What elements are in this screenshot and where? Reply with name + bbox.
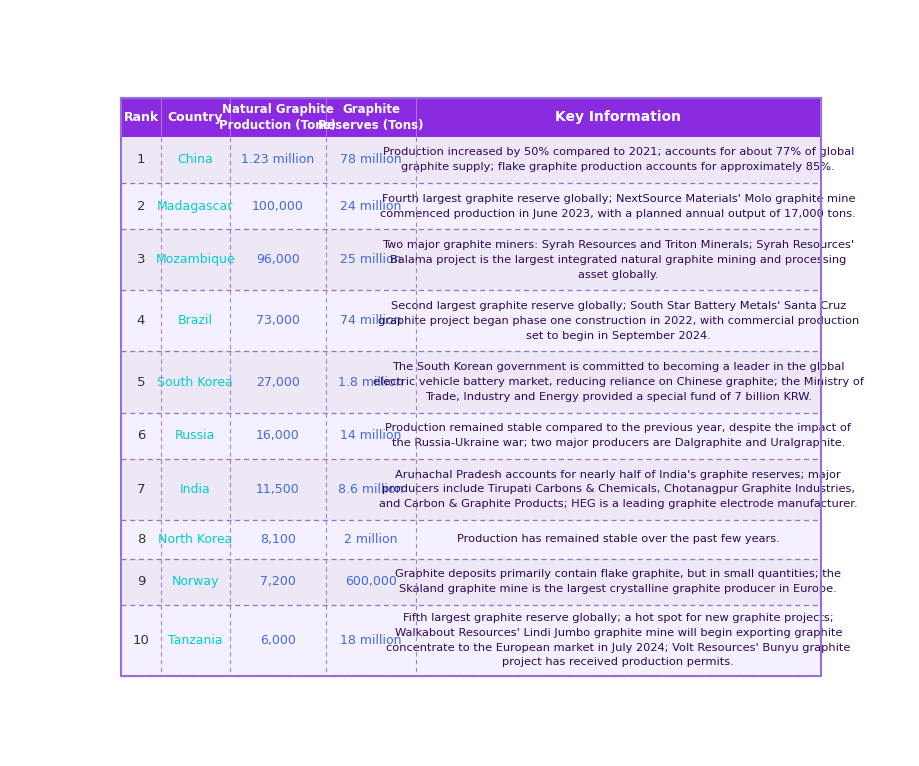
Text: 9: 9 (137, 575, 145, 588)
Text: 8,100: 8,100 (260, 532, 296, 545)
Text: 1.8 million: 1.8 million (338, 375, 403, 388)
Text: Mozambique: Mozambique (155, 254, 235, 267)
Text: 8.6 million: 8.6 million (338, 483, 403, 496)
Bar (121, 352, 821, 413)
Text: Two major graphite miners: Syrah Resources and Triton Minerals; Syrah Resources': Two major graphite miners: Syrah Resourc… (382, 240, 855, 280)
Text: Russia: Russia (175, 429, 215, 442)
Bar (121, 136, 821, 183)
Text: Key Information: Key Information (555, 110, 681, 124)
Text: 6: 6 (137, 429, 145, 442)
Text: 6,000: 6,000 (260, 633, 296, 647)
Text: 2 million: 2 million (344, 532, 398, 545)
Text: 74 million: 74 million (340, 314, 402, 327)
Text: Arunachal Pradesh accounts for nearly half of India's graphite reserves; major
p: Arunachal Pradesh accounts for nearly ha… (379, 470, 857, 509)
Bar (121, 229, 821, 290)
Text: 96,000: 96,000 (256, 254, 300, 267)
Text: 100,000: 100,000 (252, 200, 304, 213)
Text: 8: 8 (137, 532, 145, 545)
Text: 600,000: 600,000 (345, 575, 397, 588)
Text: Brazil: Brazil (177, 314, 213, 327)
Text: Rank: Rank (123, 111, 159, 124)
Text: Second largest graphite reserve globally; South Star Battery Metals' Santa Cruz
: Second largest graphite reserve globally… (378, 301, 859, 341)
Text: 11,500: 11,500 (256, 483, 300, 496)
Text: 24 million: 24 million (340, 200, 402, 213)
Text: 16,000: 16,000 (256, 429, 300, 442)
Text: India: India (180, 483, 210, 496)
Text: Fifth largest graphite reserve globally; a hot spot for new graphite projects;
W: Fifth largest graphite reserve globally;… (386, 613, 850, 667)
Text: Country: Country (167, 111, 223, 124)
Text: 18 million: 18 million (340, 633, 402, 647)
Text: Production has remained stable over the past few years.: Production has remained stable over the … (457, 534, 779, 545)
Bar (121, 558, 821, 605)
Text: The South Korean government is committed to becoming a leader in the global
elec: The South Korean government is committed… (373, 362, 864, 402)
Text: Norway: Norway (172, 575, 219, 588)
Text: Production remained stable compared to the previous year, despite the impact of
: Production remained stable compared to t… (385, 424, 851, 448)
Text: 1: 1 (137, 153, 145, 166)
Text: China: China (177, 153, 213, 166)
Text: 1.23 million: 1.23 million (241, 153, 314, 166)
Text: Fourth largest graphite reserve globally; NextSource Materials' Molo graphite mi: Fourth largest graphite reserve globally… (380, 194, 857, 218)
Text: Graphite
Reserves (Tons): Graphite Reserves (Tons) (318, 103, 424, 132)
Text: 10: 10 (132, 633, 150, 647)
Bar (121, 183, 821, 229)
Text: North Korea: North Korea (158, 532, 233, 545)
Text: 2: 2 (137, 200, 145, 213)
Text: 73,000: 73,000 (255, 314, 300, 327)
Bar (121, 98, 821, 136)
Text: 7: 7 (137, 483, 145, 496)
Bar (121, 605, 821, 676)
Text: 25 million: 25 million (340, 254, 402, 267)
Text: 27,000: 27,000 (255, 375, 300, 388)
Bar (121, 290, 821, 352)
Text: 7,200: 7,200 (260, 575, 296, 588)
Bar (121, 459, 821, 520)
Text: 3: 3 (137, 254, 145, 267)
Text: 5: 5 (137, 375, 145, 388)
Text: Production increased by 50% compared to 2021; accounts for about 77% of global
g: Production increased by 50% compared to … (382, 147, 854, 172)
Text: 14 million: 14 million (340, 429, 402, 442)
Text: 78 million: 78 million (340, 153, 402, 166)
Text: South Korea: South Korea (157, 375, 233, 388)
Text: Tanzania: Tanzania (168, 633, 222, 647)
Text: Natural Graphite
Production (Tons): Natural Graphite Production (Tons) (220, 103, 336, 132)
Text: Graphite deposits primarily contain flake graphite, but in small quantities; the: Graphite deposits primarily contain flak… (395, 569, 841, 594)
Text: 4: 4 (137, 314, 145, 327)
Bar (121, 413, 821, 459)
Bar (121, 520, 821, 558)
Text: Madagascar: Madagascar (157, 200, 233, 213)
